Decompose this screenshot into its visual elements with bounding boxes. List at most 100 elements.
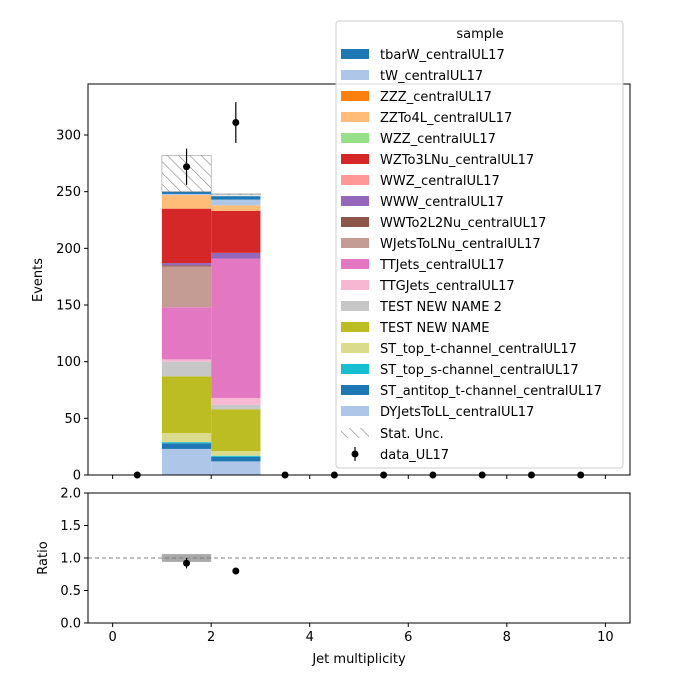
data-point-1 [183, 163, 191, 171]
bar-ttgjets-centralul17-bin-1 [161, 359, 212, 362]
legend-label-st-top-t-channel-centralul17: ST_top_t-channel_centralUL17 [380, 342, 577, 357]
bar-tbarw-centralul17-bin-2 [211, 196, 261, 200]
ratio-ytick-label-2.0: 2.0 [60, 487, 81, 502]
main-ytick-label-300: 300 [56, 129, 81, 144]
ratio-y-axis-label: Ratio [36, 541, 51, 574]
data-point-2 [232, 119, 240, 127]
main-bars [161, 191, 261, 475]
legend-data-marker [351, 450, 359, 458]
stat-unc-band-1 [210, 193, 261, 196]
legend-swatch-tbarw-centralul17 [341, 49, 369, 59]
legend-label-zzto4l-centralul17: ZZTo4L_centralUL17 [380, 111, 512, 126]
ratio-ytick-label-0.5: 0.5 [60, 584, 81, 599]
legend-swatch-wzz-centralul17 [341, 133, 369, 143]
main-y-axis-label: Events [31, 258, 46, 302]
legend-label-tw-centralul17: tW_centralUL17 [380, 69, 483, 84]
legend-stat-unc-swatch [341, 428, 369, 438]
legend-label-wzto3lnu-centralul17: WZTo3LNu_centralUL17 [380, 153, 534, 168]
bar-tw-centralul17-bin-1 [161, 193, 212, 196]
bar-test-new-name-2-bin-1 [161, 361, 212, 377]
ratio-points [183, 558, 240, 575]
main-panel: 0 50 100 150 200 250 300 Events [31, 83, 631, 484]
legend-swatch-st-top-s-channel-centralul17 [341, 364, 369, 374]
legend-swatch-wjetstolnu-centralul17 [341, 238, 369, 248]
legend-entries: tbarW_centralUL17 tW_centralUL17 ZZZ_centr… [341, 48, 602, 420]
bar-ttjets-centralul17-bin-2 [211, 258, 261, 398]
legend-label-zzz-centralul17: ZZZ_centralUL17 [380, 90, 492, 105]
bar-wzto3lnu-centralul17-bin-2 [211, 210, 261, 253]
legend-swatch-ttjets-centralul17 [341, 259, 369, 269]
ratio-xtick-label-8: 8 [503, 630, 511, 645]
x-axis-label: Jet multiplicity [311, 652, 406, 667]
legend-swatch-wwto2l2nu-centralul17 [341, 217, 369, 227]
bar-st-top-s-channel-centralul17-bin-2 [211, 455, 261, 457]
main-ytick-label-250: 250 [56, 185, 81, 200]
main-ytick-label-50: 50 [64, 412, 81, 427]
ratio-xtick-label-4: 4 [306, 630, 314, 645]
legend-label-ttgjets-centralul17: TTGJets_centralUL17 [379, 279, 515, 294]
ratio-point-1 [232, 567, 240, 575]
bar-zzto4l-centralul17-bin-1 [161, 195, 212, 209]
legend-swatch-zzto4l-centralul17 [341, 112, 369, 122]
ratio-xtick-label-6: 6 [404, 630, 412, 645]
legend-label-st-top-s-channel-centralul17: ST_top_s-channel_centralUL17 [380, 363, 579, 378]
bar-st-antitop-t-channel-centralul17-bin-1 [161, 443, 212, 449]
legend-title: sample [456, 27, 503, 42]
bar-test-new-name-bin-1 [161, 376, 212, 434]
legend-label-test-new-name: TEST NEW NAME [379, 321, 489, 336]
legend-swatch-zzz-centralul17 [341, 91, 369, 101]
legend-swatch-tw-centralul17 [341, 70, 369, 80]
bar-www-centralul17-bin-2 [211, 252, 261, 259]
main-ytick-label-0: 0 [73, 469, 81, 484]
bar-st-top-s-channel-centralul17-bin-1 [161, 442, 212, 444]
legend-label-dyjetstoll-centralul17: DYJetsToLL_centralUL17 [380, 405, 534, 420]
legend-swatch-wzto3lnu-centralul17 [341, 154, 369, 164]
legend-label-wwz-centralul17: WWZ_centralUL17 [380, 174, 500, 189]
bar-dyjetstoll-centralul17-bin-1 [161, 448, 212, 475]
main-ytick-label-150: 150 [56, 299, 81, 314]
main-ytick-label-200: 200 [56, 242, 81, 257]
legend-label-ttjets-centralul17: TTJets_centralUL17 [379, 258, 505, 273]
legend-label-www-centralul17: WWW_centralUL17 [380, 195, 504, 210]
bar-st-top-t-channel-centralul17-bin-2 [211, 451, 261, 456]
legend: sample tbarW_centralUL17 tW_centralUL17 ZZ… [335, 20, 624, 469]
bar-zzto4l-centralul17-bin-2 [211, 205, 261, 211]
legend-label-tbarw-centralul17: tbarW_centralUL17 [380, 48, 505, 63]
ratio-xtick-label-2: 2 [207, 630, 215, 645]
legend-swatch-st-top-t-channel-centralul17 [341, 343, 369, 353]
ratio-y-ticks: 0.0 0.5 1.0 1.5 2.0 [60, 487, 88, 632]
ratio-ytick-label-1.5: 1.5 [60, 519, 81, 534]
legend-swatch-wwz-centralul17 [341, 175, 369, 185]
legend-data-label: data_UL17 [380, 448, 449, 463]
ratio-xtick-label-0: 0 [108, 630, 116, 645]
legend-swatch-test-new-name-2 [341, 301, 369, 311]
ratio-point-0 [183, 559, 191, 567]
main-data-points [133, 102, 585, 479]
legend-swatch-test-new-name [341, 322, 369, 332]
bar-wwto2l2nu-centralul17-bin-1 [161, 265, 212, 267]
legend-label-wjetstolnu-centralul17: WJetsToLNu_centralUL17 [380, 237, 541, 252]
bar-st-top-t-channel-centralul17-bin-1 [161, 433, 212, 443]
ratio-ytick-label-0.0: 0.0 [60, 617, 81, 632]
legend-swatch-ttgjets-centralul17 [341, 280, 369, 290]
legend-swatch-dyjetstoll-centralul17 [341, 406, 369, 416]
legend-stat-unc-label: Stat. Unc. [380, 427, 444, 442]
bar-ttgjets-centralul17-bin-2 [211, 397, 261, 405]
bar-st-antitop-t-channel-centralul17-bin-2 [211, 456, 261, 462]
legend-label-wzz-centralul17: WZZ_centralUL17 [380, 132, 496, 147]
main-y-ticks: 0 50 100 150 200 250 300 [56, 129, 88, 484]
legend-swatch-www-centralul17 [341, 196, 369, 206]
legend-swatch-st-antitop-t-channel-centralul17 [341, 385, 369, 395]
bar-ttjets-centralul17-bin-1 [161, 307, 212, 360]
bar-wjetstolnu-centralul17-bin-1 [161, 266, 212, 308]
ratio-ytick-label-1.0: 1.0 [60, 552, 81, 567]
ratio-xtick-label-10: 10 [597, 630, 614, 645]
bar-test-new-name-bin-2 [211, 409, 261, 452]
bar-dyjetstoll-centralul17-bin-2 [211, 461, 261, 475]
legend-frame [335, 20, 624, 469]
legend-label-wwto2l2nu-centralul17: WWTo2L2Nu_centralUL17 [380, 216, 546, 231]
bar-wzto3lnu-centralul17-bin-1 [161, 208, 212, 264]
ratio-x-ticks: 0 2 4 6 8 10 [108, 623, 614, 645]
main-x-ticks [112, 475, 606, 479]
